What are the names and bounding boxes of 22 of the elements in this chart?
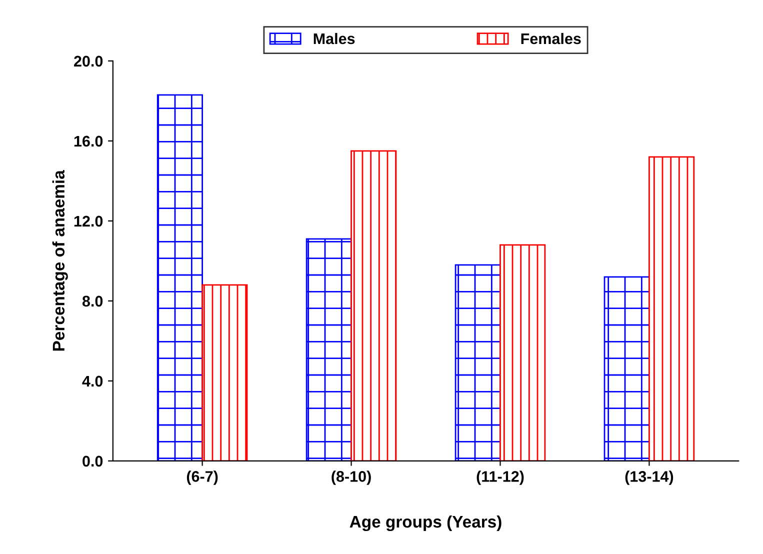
x-tick-label: (13-14) (625, 470, 674, 485)
y-tick-label: 8.0 (82, 296, 103, 307)
bar (202, 284, 248, 461)
y-tick-label: 0.0 (82, 456, 103, 467)
bar (648, 156, 695, 461)
bar (604, 276, 650, 461)
y-axis-title: Percentage of anaemia (52, 170, 68, 351)
x-axis-title: Age groups (Years) (350, 515, 502, 532)
legend-label: Males (314, 32, 355, 44)
y-tick-label: 12.0 (74, 216, 103, 227)
y-tick-label: 4.0 (82, 376, 103, 387)
bar (306, 238, 352, 461)
y-tick-label: 20.0 (74, 56, 103, 67)
bar (500, 244, 546, 461)
x-tick-label: (11-12) (476, 470, 524, 485)
bar (454, 264, 501, 461)
y-tick-label: 16.0 (74, 136, 103, 147)
x-tick-label: (6-7) (186, 470, 218, 485)
bar (350, 150, 397, 461)
legend-label: Females (521, 32, 581, 44)
bar (156, 94, 203, 461)
x-tick-label: (8-10) (332, 470, 371, 485)
